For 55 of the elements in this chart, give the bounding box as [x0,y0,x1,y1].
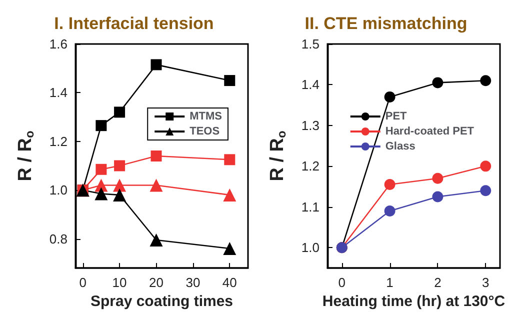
y-tick-label: 1.5 [301,36,320,52]
point [224,75,236,86]
point [150,59,162,70]
y-tick-label: 1.1 [301,199,320,214]
point [480,75,492,86]
point [384,91,396,102]
point [432,77,444,88]
point [224,154,236,166]
y-tick-label: 1.0 [301,240,320,256]
y-tick-label: 1.2 [301,158,320,174]
y-tick-label: 1.0 [49,182,68,198]
point [150,150,162,162]
x-tick-label: 0 [79,275,86,290]
y-tick-label: 1.4 [49,85,68,100]
point [114,106,126,118]
x-tick-label: 1 [386,275,394,290]
x-tick-label: 20 [149,275,164,290]
point [113,188,126,202]
point [480,185,492,196]
y-tick-label: 0.8 [49,231,68,246]
point [223,188,236,202]
point [384,179,396,190]
y-tick-label: 1.2 [49,134,68,149]
point [432,172,444,184]
x-tick-label: 0 [338,275,346,290]
point [223,242,236,256]
point [96,164,107,175]
legend-label: Glass [385,140,416,152]
x-axis-title: Spray coating times [90,293,234,310]
x-tick-label: 30 [186,275,200,290]
y-tick-label: 1.6 [49,36,68,52]
x-tick-label: 40 [222,275,237,290]
point [384,205,396,216]
point [150,234,163,246]
chart-title: II. CTE mismatching [304,14,468,33]
x-tick-label: 10 [112,275,127,290]
legend-label: Hard-coated PET [385,126,474,138]
x-tick-label: 3 [482,275,490,290]
y-axis-title: R / Ro [267,130,288,182]
point [96,120,107,132]
point [94,187,108,200]
legend-label: MTMS [190,110,222,122]
y-axis-title: R / Ro [15,130,36,182]
x-axis-title: Heating time (hr) at 130°C [322,293,506,310]
x-tick-label: 2 [434,275,442,290]
y-tick-label: 1.3 [301,118,320,133]
point [113,178,126,192]
point [150,178,163,192]
y-tick-label: 1.4 [301,77,320,92]
legend-label: TEOS [190,126,220,138]
legend-label: PET [385,110,408,122]
point [480,160,492,172]
point [114,160,126,172]
point [432,191,444,202]
chart-title: I. Interfacial tension [54,14,214,33]
